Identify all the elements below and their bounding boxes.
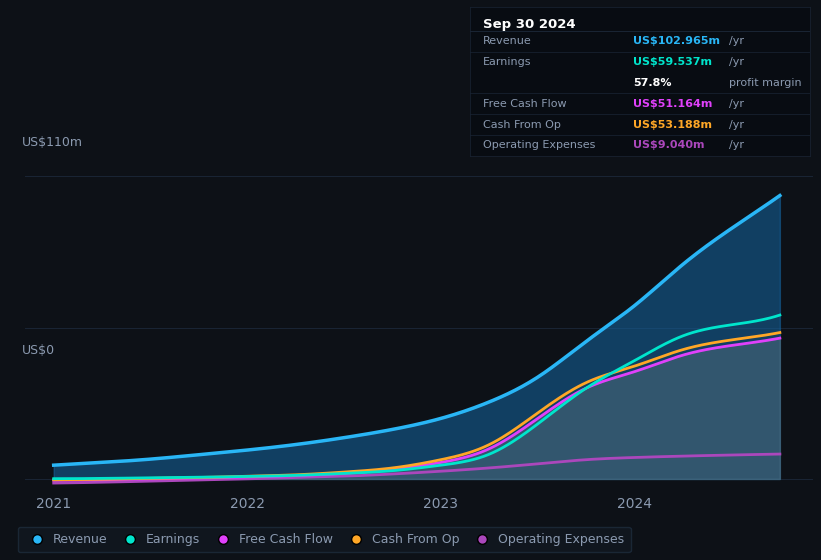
Text: 57.8%: 57.8% [633,78,672,88]
Text: US$59.537m: US$59.537m [633,57,712,67]
Text: Sep 30 2024: Sep 30 2024 [484,18,576,31]
Text: US$53.188m: US$53.188m [633,119,712,129]
Text: Cash From Op: Cash From Op [484,119,561,129]
Text: /yr: /yr [728,119,744,129]
Text: Revenue: Revenue [484,36,532,46]
Legend: Revenue, Earnings, Free Cash Flow, Cash From Op, Operating Expenses: Revenue, Earnings, Free Cash Flow, Cash … [18,527,631,552]
Text: US$0: US$0 [22,344,55,357]
Text: /yr: /yr [728,99,744,109]
Text: /yr: /yr [728,141,744,150]
Text: Free Cash Flow: Free Cash Flow [484,99,566,109]
Text: US$110m: US$110m [22,137,83,150]
Text: profit margin: profit margin [728,78,801,88]
Text: Operating Expenses: Operating Expenses [484,141,595,150]
Text: US$9.040m: US$9.040m [633,141,704,150]
Text: /yr: /yr [728,36,744,46]
Text: US$102.965m: US$102.965m [633,36,720,46]
Text: /yr: /yr [728,57,744,67]
Text: Earnings: Earnings [484,57,532,67]
Text: US$51.164m: US$51.164m [633,99,713,109]
